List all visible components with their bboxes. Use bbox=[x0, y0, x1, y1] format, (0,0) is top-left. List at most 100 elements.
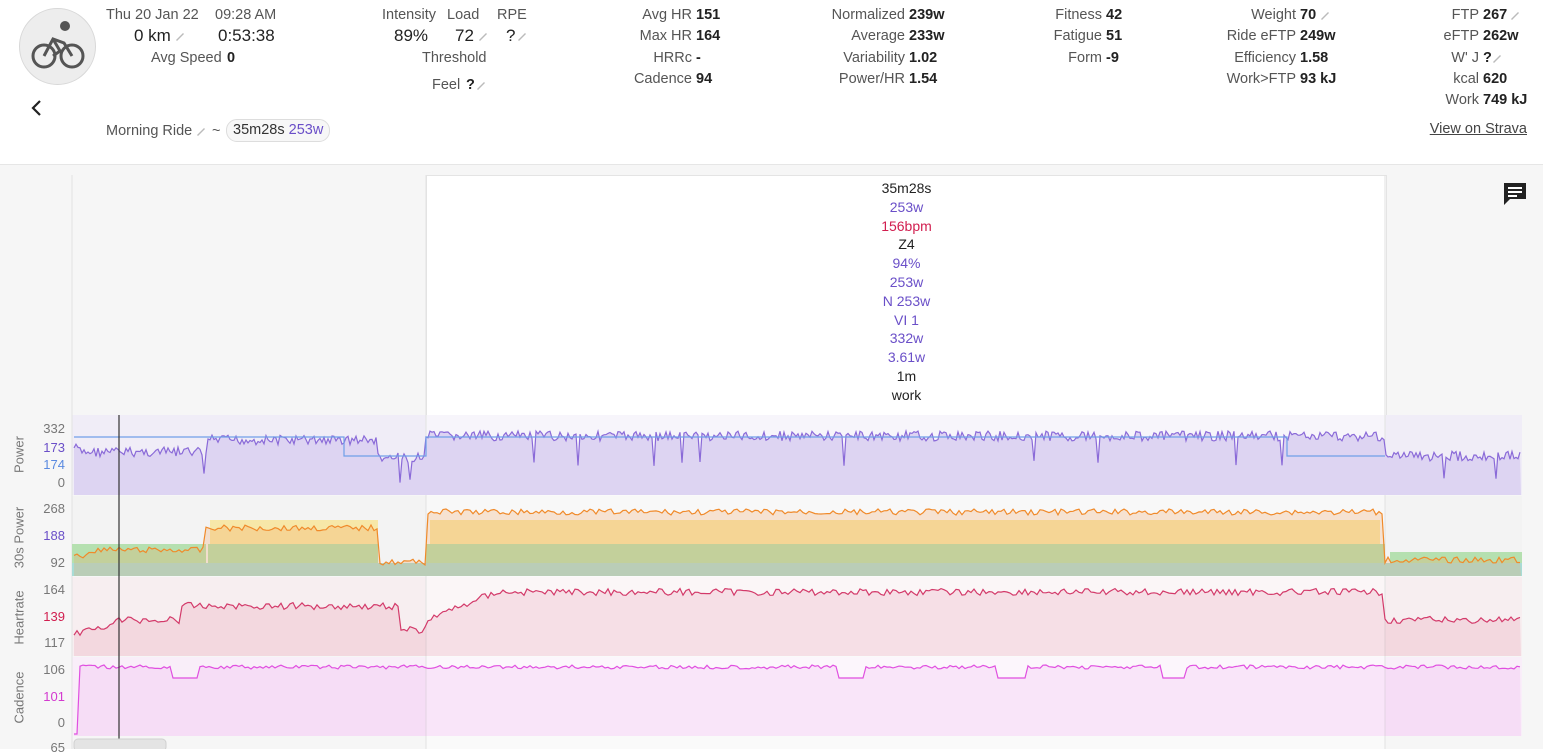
tooltip-wkg: 3.61w bbox=[887, 349, 926, 366]
ftp-label: FTP bbox=[1451, 7, 1479, 23]
fitness-value: 42 bbox=[1106, 7, 1123, 23]
comment-icon[interactable] bbox=[1502, 181, 1528, 207]
edit-ftp-icon[interactable] bbox=[1509, 9, 1521, 21]
power30-line bbox=[73, 508, 1520, 567]
tooltip-vi: VI 1 bbox=[894, 311, 919, 328]
view-on-strava-link[interactable]: View on Strava bbox=[1429, 121, 1527, 137]
duration-value: 0:53:38 bbox=[218, 26, 275, 45]
chevron-left-icon bbox=[31, 100, 41, 116]
power-tick-max: 332 bbox=[43, 421, 65, 436]
activity-time: 09:28 AM bbox=[215, 7, 277, 23]
power-tick-zero: 0 bbox=[57, 475, 65, 490]
rpe-label: RPE bbox=[497, 7, 527, 23]
edit-weight-icon[interactable] bbox=[1319, 9, 1331, 21]
cadence-panel bbox=[72, 657, 1522, 736]
work-ftp-label: Work>FTP bbox=[1226, 71, 1296, 87]
edit-wprime-icon[interactable] bbox=[1491, 52, 1503, 64]
activity-header: Thu 20 Jan 22 09:28 AM 0 km 0:53:38 Avg … bbox=[0, 0, 1543, 165]
average-label: Average bbox=[851, 28, 905, 44]
hr-tick-avg: 139 bbox=[43, 609, 65, 624]
selected-interval-pill[interactable]: 35m28s 253w bbox=[226, 119, 331, 142]
cadence-area bbox=[74, 665, 1521, 736]
power30-area bbox=[74, 509, 1521, 576]
work-value: 749 kJ bbox=[1483, 92, 1528, 108]
interval-tooltip: 35m28s 253w 156bpm Z4 94% 253w N 253w VI… bbox=[426, 175, 1387, 416]
tooltip-np: N 253w bbox=[882, 292, 931, 309]
back-button[interactable] bbox=[28, 98, 46, 118]
intensity-value: 89% bbox=[394, 26, 429, 45]
activity-date: Thu 20 Jan 22 bbox=[106, 7, 199, 23]
pill-duration: 35m28s bbox=[233, 122, 285, 138]
tooltip-max: 332w bbox=[889, 330, 924, 347]
eftp-value: 262w bbox=[1483, 28, 1519, 44]
avg-hr-label: Avg HR bbox=[642, 7, 692, 23]
edit-distance-icon[interactable] bbox=[174, 30, 186, 42]
feel-label: Feel bbox=[432, 77, 461, 93]
power-tick-avg: 173 bbox=[43, 440, 65, 455]
edit-load-icon[interactable] bbox=[477, 30, 489, 42]
tooltip-zone: Z4 bbox=[898, 236, 915, 253]
load-label: Load bbox=[447, 7, 480, 23]
hrrc-value: - bbox=[696, 50, 701, 66]
name-separator: ~ bbox=[212, 123, 221, 139]
edit-name-icon[interactable] bbox=[195, 125, 207, 137]
ftp-value[interactable]: 267 bbox=[1483, 7, 1508, 23]
normalized-label: Normalized bbox=[831, 7, 905, 23]
heartrate-panel bbox=[72, 577, 1522, 656]
cadence-value: 94 bbox=[696, 71, 713, 87]
activity-name[interactable]: Morning Ride bbox=[106, 123, 193, 139]
hr-tick-min: 117 bbox=[44, 635, 65, 650]
zone-band-z3-b bbox=[430, 520, 1380, 544]
threshold-label: Threshold bbox=[422, 50, 487, 66]
eftp-label: eFTP bbox=[1443, 28, 1479, 44]
variability-value: 1.02 bbox=[909, 50, 938, 66]
hr-tick-max: 164 bbox=[43, 582, 65, 597]
fitness-label: Fitness bbox=[1055, 7, 1102, 23]
power-tick-avg2: 174 bbox=[43, 457, 65, 472]
power30-tick-max: 268 bbox=[43, 501, 65, 516]
fatigue-label: Fatigue bbox=[1053, 28, 1102, 44]
average-value: 233w bbox=[909, 28, 945, 44]
cadence-tick-zero: 0 bbox=[57, 715, 65, 730]
kcal-value: 620 bbox=[1483, 71, 1508, 87]
feel-value[interactable]: ? bbox=[466, 77, 475, 93]
heartrate-trace bbox=[73, 587, 1521, 656]
variability-label: Variability bbox=[843, 50, 905, 66]
power-hr-value: 1.54 bbox=[909, 71, 938, 87]
tooltip-hr: 156bpm bbox=[881, 217, 932, 234]
pill-power: 253w bbox=[288, 122, 324, 138]
power30-tick-min: 92 bbox=[50, 555, 65, 570]
power-hr-label: Power/HR bbox=[838, 71, 905, 87]
form-label: Form bbox=[1068, 50, 1102, 66]
zone-band-z1 bbox=[72, 563, 1522, 576]
range-scroll-handle[interactable] bbox=[73, 738, 167, 749]
distance-value: 0 km bbox=[134, 26, 171, 45]
max-hr-value: 164 bbox=[696, 28, 721, 44]
zone-band-z3-a bbox=[210, 520, 378, 544]
edit-feel-icon[interactable] bbox=[475, 79, 487, 91]
avg-hr-value: 151 bbox=[696, 7, 721, 23]
power-avg-line bbox=[74, 436, 1385, 457]
normalized-value: 239w bbox=[909, 7, 945, 23]
intensity-label: Intensity bbox=[382, 7, 436, 23]
cadence-tick-avg: 101 bbox=[43, 689, 65, 704]
work-label: Work bbox=[1445, 92, 1479, 108]
efficiency-label: Efficiency bbox=[1234, 50, 1296, 66]
power-area bbox=[74, 431, 1521, 495]
max-hr-label: Max HR bbox=[639, 28, 692, 44]
power30-tick-avg: 188 bbox=[43, 528, 65, 543]
load-value: 72 bbox=[455, 26, 474, 45]
tooltip-power: 253w bbox=[889, 198, 924, 215]
rpe-value[interactable]: ? bbox=[506, 26, 516, 45]
wprime-label: W' J bbox=[1451, 50, 1479, 66]
wprime-value[interactable]: ? bbox=[1483, 50, 1492, 66]
fatigue-value: 51 bbox=[1106, 28, 1123, 44]
heartrate-line bbox=[73, 587, 1521, 637]
tooltip-avg: 253w bbox=[889, 273, 924, 290]
power-line bbox=[73, 428, 1521, 483]
heartrate-area bbox=[74, 588, 1521, 656]
weight-value[interactable]: 70 bbox=[1300, 7, 1317, 23]
edit-rpe-icon[interactable] bbox=[516, 30, 528, 42]
cadence-line bbox=[74, 664, 1521, 735]
